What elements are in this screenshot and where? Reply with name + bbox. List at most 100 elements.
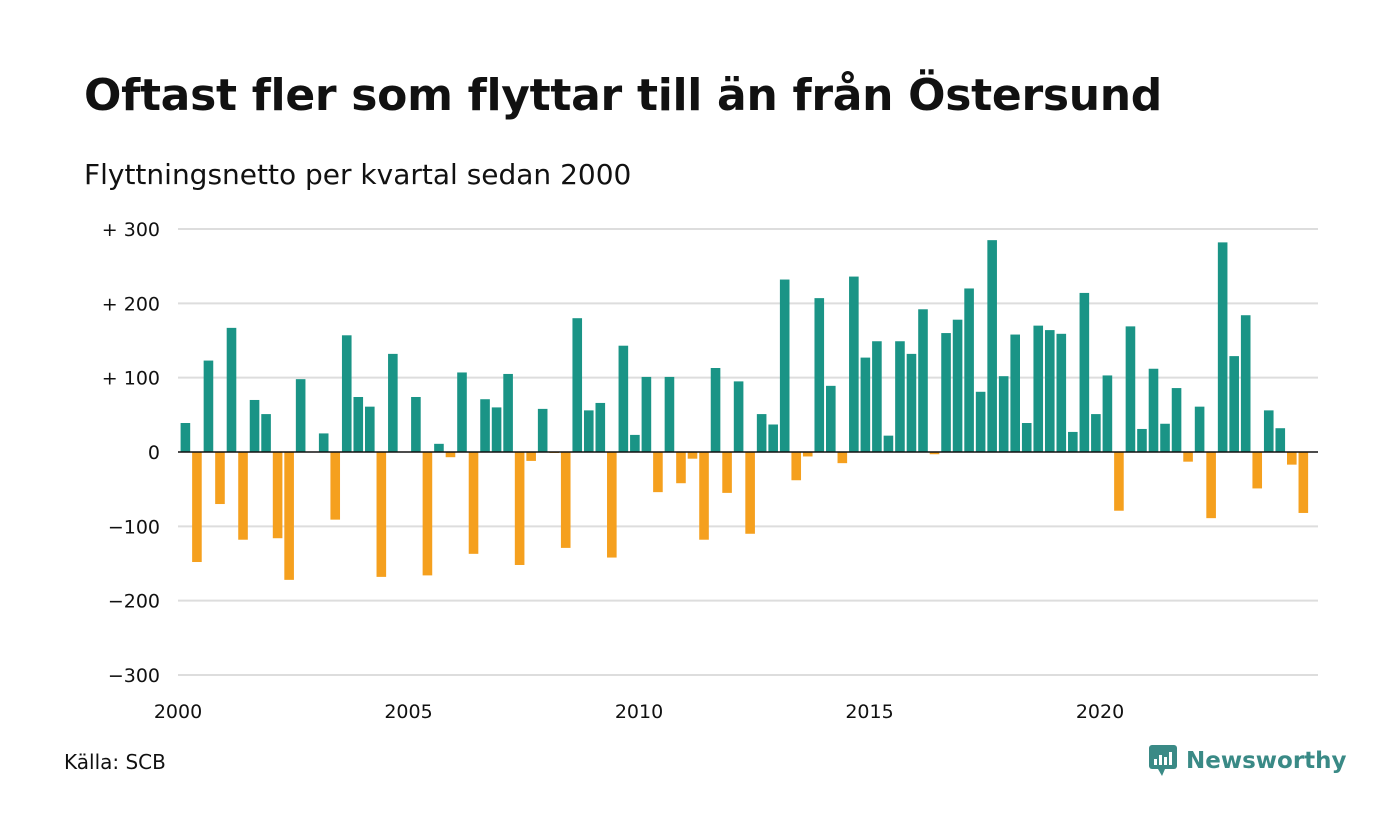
- bar: [756, 414, 767, 452]
- bar: [1183, 452, 1193, 462]
- bar: [1079, 292, 1090, 452]
- x-tick-label: 2020: [1076, 701, 1124, 723]
- bars: [180, 240, 1309, 580]
- bar: [1252, 452, 1263, 489]
- bar: [1148, 368, 1159, 452]
- bar: [1194, 406, 1205, 452]
- bar: [1044, 330, 1055, 452]
- bar: [422, 452, 433, 576]
- bar: [445, 452, 456, 458]
- bar: [388, 353, 398, 452]
- bar: [722, 452, 732, 493]
- bar: [745, 452, 755, 534]
- y-tick-label: + 200: [102, 293, 160, 315]
- bar: [215, 452, 225, 505]
- bar: [860, 357, 871, 452]
- bar: [814, 298, 825, 452]
- bar: [733, 381, 744, 452]
- chart-subtitle: Flyttningsnetto per kvartal sedan 2000: [84, 158, 632, 191]
- bar: [849, 276, 859, 452]
- y-tick-label: 0: [148, 442, 160, 464]
- bar: [1287, 452, 1297, 465]
- bar: [630, 434, 640, 452]
- bar: [1206, 452, 1216, 519]
- bar: [618, 345, 629, 452]
- bar: [779, 279, 790, 452]
- bar: [330, 452, 341, 520]
- bar: [537, 408, 548, 452]
- axes: + 300 + 200 + 100 0 −100 −200 −300 2000 2005 2010…: [102, 219, 1318, 723]
- brand-logo[interactable]: Newsworthy: [1148, 744, 1347, 778]
- bar: [238, 452, 248, 540]
- bar: [653, 452, 663, 493]
- x-tick-label: 2000: [154, 701, 202, 723]
- bar: [1298, 452, 1309, 513]
- bar: [802, 452, 813, 457]
- bar: [1160, 423, 1170, 452]
- bar: [318, 433, 329, 452]
- bar: [1229, 356, 1239, 452]
- y-tick-label: + 100: [102, 368, 160, 390]
- y-tick-label: −200: [108, 591, 160, 613]
- x-tick-label: 2010: [615, 701, 663, 723]
- bar: [1275, 428, 1286, 452]
- x-tick-label: 2015: [845, 701, 893, 723]
- bar: [1056, 333, 1067, 452]
- bar: [906, 353, 917, 452]
- bar: [560, 452, 571, 548]
- chart-title: Oftast fler som flyttar till än från Öst…: [84, 70, 1162, 121]
- bar: [664, 376, 675, 452]
- bar: [295, 379, 306, 452]
- bar: [941, 333, 951, 452]
- bar: [491, 407, 502, 452]
- bar: [480, 399, 490, 452]
- bar: [434, 443, 444, 452]
- brand-name: Newsworthy: [1186, 748, 1347, 774]
- bar: [952, 319, 963, 452]
- bar: [699, 452, 709, 540]
- bar: [641, 376, 652, 452]
- bar: [411, 396, 421, 452]
- bar: [526, 452, 536, 461]
- bar: [341, 335, 352, 452]
- bar: [768, 424, 778, 452]
- y-tick-label: −100: [108, 516, 160, 538]
- bar: [710, 368, 721, 452]
- bar: [203, 360, 214, 452]
- source-note: Källa: SCB: [64, 750, 166, 774]
- newsworthy-logo-icon: [1149, 745, 1177, 776]
- bar: [226, 327, 237, 452]
- bar: [964, 288, 974, 452]
- bar: [826, 385, 836, 452]
- bar: [1033, 325, 1044, 452]
- bar: [503, 373, 513, 452]
- bar: [249, 399, 260, 452]
- x-tick-label: 2005: [384, 701, 432, 723]
- bar: [791, 452, 802, 481]
- bar: [180, 423, 191, 452]
- bar: [583, 410, 594, 452]
- bar: [676, 452, 686, 484]
- bar: [272, 452, 283, 539]
- bar: [1217, 242, 1228, 452]
- bar: [261, 414, 271, 452]
- bar: [1114, 452, 1124, 511]
- bar: [975, 391, 986, 452]
- bar: [1125, 326, 1136, 452]
- bar: [998, 376, 1009, 452]
- bar: [872, 341, 882, 452]
- bar: [192, 452, 202, 563]
- bar: [1171, 388, 1182, 452]
- bar: [929, 452, 940, 455]
- bar: [895, 341, 905, 452]
- bar: [1068, 431, 1078, 452]
- bar: [457, 372, 467, 452]
- bar: [1137, 428, 1147, 452]
- bar: [687, 452, 698, 459]
- y-tick-label: + 300: [102, 219, 160, 241]
- bar: [1240, 315, 1251, 452]
- bar: [1263, 410, 1274, 452]
- bar: [1102, 375, 1113, 452]
- bar: [918, 309, 928, 452]
- bar: [595, 402, 606, 452]
